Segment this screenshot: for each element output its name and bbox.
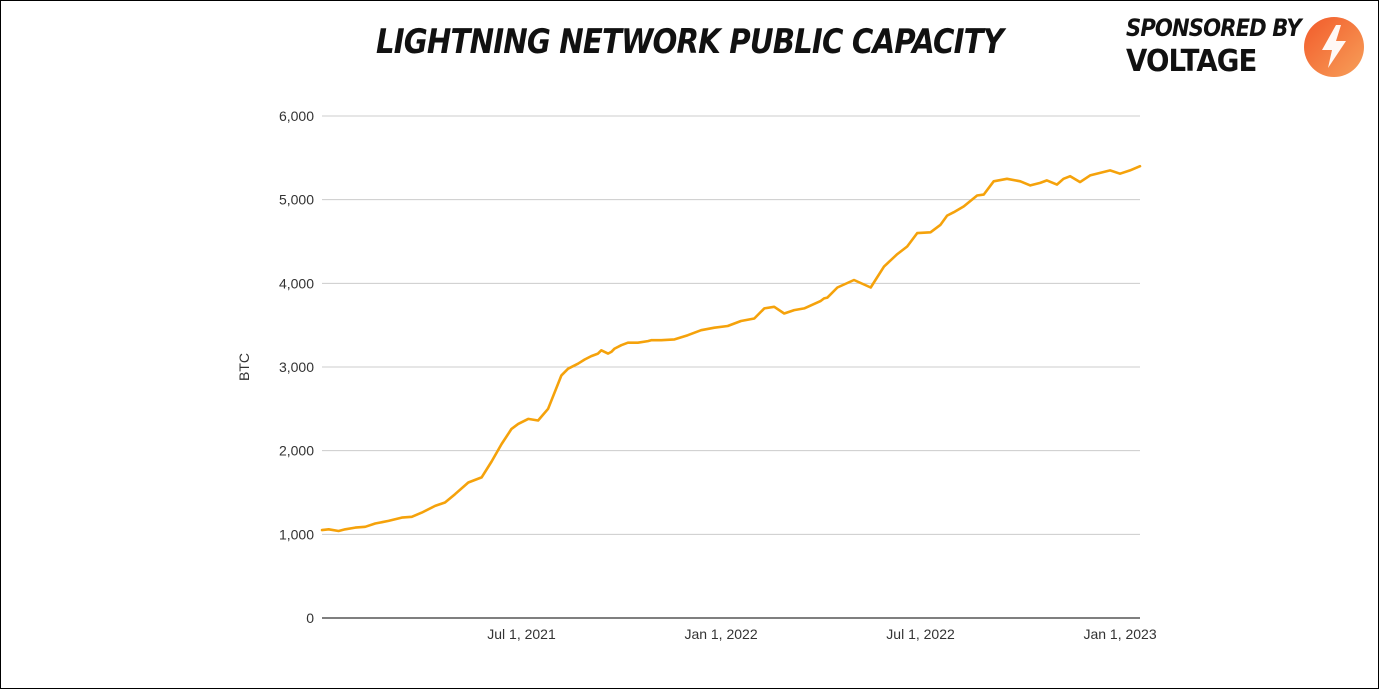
x-tick-label: Jul 1, 2021: [487, 626, 556, 642]
y-tick-label: 1,000: [279, 526, 314, 542]
sponsor-label: SPONSORED BY: [1126, 14, 1302, 42]
sponsor-brand: VOLTAGE: [1126, 44, 1257, 79]
y-tick-label: 6,000: [279, 108, 314, 124]
lightning-bolt-icon: [1304, 17, 1364, 77]
chart-title: LIGHTNING NETWORK PUBLIC CAPACITY: [375, 22, 1004, 62]
y-axis-label: BTC: [236, 353, 252, 381]
x-tick-label: Jan 1, 2022: [684, 626, 757, 642]
y-tick-label: 2,000: [279, 443, 314, 459]
y-tick-label: 4,000: [279, 275, 314, 291]
y-tick-label: 3,000: [279, 359, 314, 375]
x-tick-label: Jan 1, 2023: [1083, 626, 1156, 642]
sponsor-badge: SPONSORED BY VOLTAGE: [1120, 10, 1370, 85]
y-tick-label: 0: [306, 610, 314, 626]
y-axis-ticks: 0 1,000 2,000 3,000 4,000 5,000 6,000: [279, 108, 314, 626]
series-line-capacity: [320, 164, 1142, 533]
x-axis-ticks: Jul 1, 2021 Jan 1, 2022 Jul 1, 2022 Jan 1, …: [487, 626, 1157, 642]
x-tick-label: Jul 1, 2022: [886, 626, 955, 642]
gridlines: [322, 115, 1140, 535]
y-tick-label: 5,000: [279, 192, 314, 208]
